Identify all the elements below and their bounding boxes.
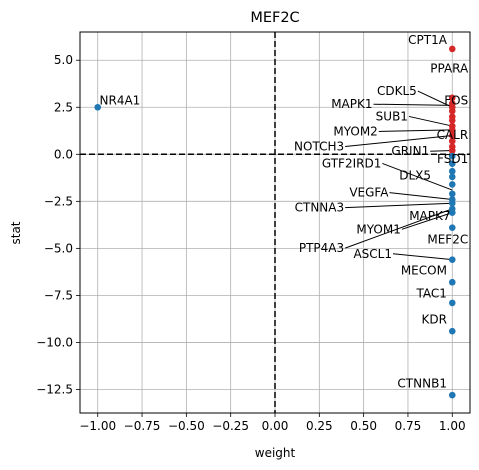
point-annotation: NR4A1 — [100, 93, 141, 107]
annotation-leader-line — [417, 90, 453, 108]
point-annotation: ASCL1 — [353, 247, 392, 261]
point-annotation: TAC1 — [416, 286, 447, 300]
point-annotation: MYOM1 — [356, 222, 400, 236]
annotation-leader-line — [382, 162, 453, 191]
y-tick-label: 0.0 — [54, 147, 73, 161]
data-point — [448, 299, 456, 307]
y-tick-label: −7.5 — [44, 288, 73, 302]
annotation-leader-line — [430, 150, 453, 152]
data-point — [448, 199, 456, 207]
data-point — [448, 117, 456, 124]
data-point — [448, 327, 456, 335]
annotation-leader-line — [401, 212, 453, 230]
y-tick-label: −10.0 — [36, 335, 73, 349]
data-point — [448, 391, 456, 399]
point-annotation: DLX5 — [399, 169, 431, 183]
annotation-leader-line — [344, 208, 453, 249]
point-annotation: CTNNB1 — [397, 377, 447, 391]
point-annotation: MECOM — [401, 264, 447, 278]
data-point — [448, 190, 456, 198]
point-annotation: CPT1A — [408, 33, 448, 47]
y-tick-label: 5.0 — [54, 53, 73, 67]
data-point — [448, 147, 456, 154]
point-annotation: CDKL5 — [377, 84, 417, 98]
point-annotation: CALR — [437, 128, 469, 142]
point-annotation: MAPK7 — [409, 209, 450, 223]
y-axis-ticks: 5.0 2.5 0.0 −2.5 −5.0 −7.5 −10.0 −12.5 — [36, 53, 80, 396]
y-tick-label: −5.0 — [44, 241, 73, 255]
data-point — [448, 224, 456, 231]
data-point — [448, 256, 456, 263]
data-point — [448, 45, 456, 53]
point-annotation: MEF2C — [427, 233, 468, 247]
point-annotation: MYOM2 — [333, 124, 377, 138]
data-point — [448, 107, 456, 115]
data-point — [448, 209, 456, 216]
y-tick-label: −12.5 — [36, 382, 73, 396]
x-axis-ticks: −1.00 −0.75 −0.50 −0.25 0.00 0.25 0.50 0.75 1.00 — [79, 413, 466, 433]
point-annotation: GRIN1 — [391, 144, 429, 158]
x-tick-label: 1.00 — [439, 419, 466, 433]
annotation-leader-line — [389, 192, 453, 200]
data-point — [448, 126, 456, 134]
x-tick-label: 0.50 — [350, 419, 377, 433]
annotation-leader-line — [345, 202, 453, 209]
annotation-leader-line — [392, 253, 453, 261]
annotation-leader-line — [378, 129, 453, 132]
reference-lines — [80, 32, 470, 413]
y-axis-title: stat — [9, 221, 23, 244]
point-annotation: PPARA — [430, 61, 469, 75]
point-annotation: CTNNA3 — [295, 201, 345, 215]
data-point — [448, 173, 456, 181]
annotation-leader-line — [345, 134, 453, 148]
data-point — [448, 94, 456, 102]
point-annotation: GTF2IRD1 — [322, 156, 382, 170]
point-annotation: FOS — [444, 93, 468, 107]
point-annotation: PTP4A3 — [299, 241, 344, 255]
x-tick-label: −0.75 — [124, 419, 161, 433]
point-annotation: SUB1 — [376, 109, 408, 123]
chart-title: MEF2C — [250, 10, 299, 26]
x-tick-label: −1.00 — [79, 419, 116, 433]
annotation-leader-line — [408, 115, 453, 127]
x-axis-title: weight — [255, 446, 296, 460]
y-tick-label: −2.5 — [44, 194, 73, 208]
data-point — [448, 152, 456, 160]
data-points — [94, 45, 456, 399]
data-point — [448, 132, 456, 139]
x-tick-label: 0.25 — [306, 419, 333, 433]
data-point — [94, 103, 102, 111]
data-point — [448, 278, 456, 286]
point-annotation: FSD1 — [437, 152, 468, 166]
point-annotation: MAPK1 — [331, 97, 372, 111]
x-tick-label: 0.00 — [262, 419, 289, 433]
x-tick-label: 0.75 — [395, 419, 422, 433]
data-point — [448, 181, 456, 188]
x-tick-label: −0.50 — [168, 419, 205, 433]
data-point — [448, 160, 456, 168]
point-annotation: KDR — [422, 313, 447, 327]
x-tick-label: −0.25 — [212, 419, 249, 433]
point-annotation: NOTCH3 — [294, 140, 344, 154]
data-point — [448, 137, 456, 145]
y-tick-label: 2.5 — [54, 100, 73, 114]
annotation-leader-line — [373, 103, 453, 106]
annotation-leaders — [344, 90, 453, 261]
point-annotation: VEGFA — [349, 186, 389, 200]
data-point — [448, 167, 456, 175]
